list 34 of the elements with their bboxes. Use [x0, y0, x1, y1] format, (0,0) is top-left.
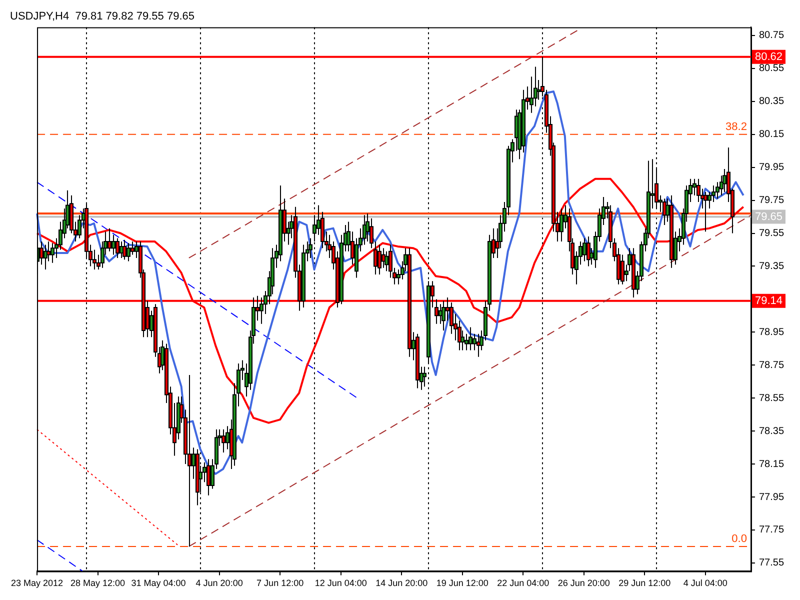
y-tick-label: 77.75: [758, 524, 784, 536]
x-tick-label: 28 May 12:00: [70, 578, 126, 588]
chart-title: USDJPY,H4 79.81 79.82 79.55 79.65: [10, 10, 194, 23]
annotation: 0.0: [732, 533, 747, 546]
x-tick-label: 23 May 2012: [10, 578, 64, 588]
y-tick-label: 78.95: [758, 326, 784, 338]
y-tick-label: 77.55: [758, 558, 784, 569]
x-tick-label: 31 May 04:00: [131, 578, 186, 588]
y-tick-label: 79.75: [758, 195, 784, 206]
x-tick-label: 22 Jun 04:00: [497, 578, 550, 588]
x-tick-label: 29 Jun 12:00: [618, 578, 671, 588]
ref-line-label: 80.62: [754, 50, 783, 63]
x-tick-label: 19 Jun 12:00: [436, 578, 488, 588]
x-tick-label: 7 Jun 12:00: [256, 578, 304, 588]
ref-line-label: 79.65: [754, 210, 783, 223]
y-tick-label: 80.35: [758, 96, 784, 108]
x-tick-label: 14 Jun 20:00: [376, 578, 428, 588]
y-tick-label: 78.55: [758, 392, 784, 404]
y-tick-label: 80.75: [758, 30, 784, 42]
x-tick-label: 12 Jun 04:00: [314, 578, 367, 588]
y-tick-label: 79.95: [758, 162, 784, 174]
y-tick-label: 78.35: [758, 426, 784, 437]
y-tick-label: 80.55: [758, 63, 784, 74]
x-tick-label: 4 Jul 04:00: [683, 578, 728, 588]
y-tick-label: 79.55: [758, 228, 784, 240]
y-tick-label: 78.15: [758, 458, 784, 470]
y-tick-label: 78.75: [758, 360, 784, 371]
x-tick-label: 26 Jun 20:00: [558, 578, 610, 588]
annotation: 38.2: [726, 120, 747, 133]
ref-line-label: 79.14: [754, 294, 783, 307]
x-tick-label: 4 Jun 20:00: [196, 578, 243, 588]
y-tick-label: 80.15: [758, 129, 784, 140]
y-tick-label: 79.35: [758, 260, 784, 272]
y-tick-label: 77.95: [758, 492, 784, 503]
